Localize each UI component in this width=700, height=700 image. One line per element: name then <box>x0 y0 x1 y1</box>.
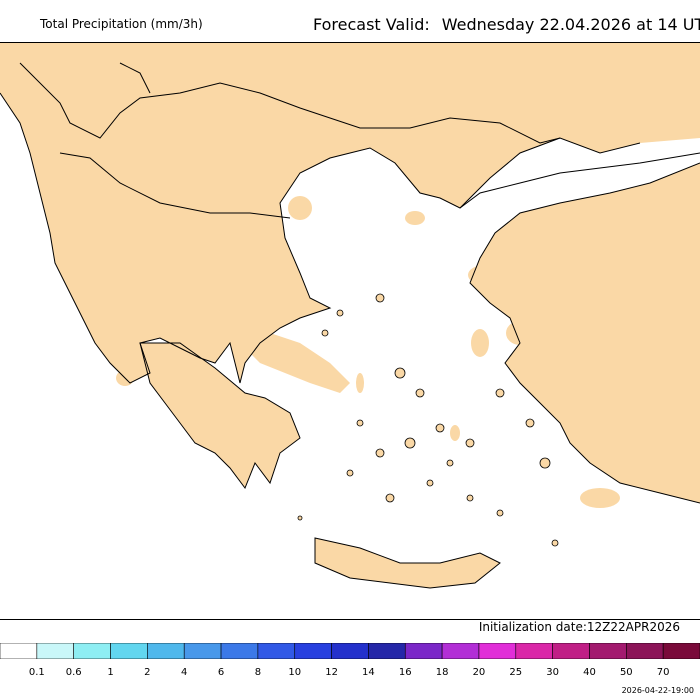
scale-swatch <box>110 643 148 659</box>
scale-swatch <box>257 643 296 659</box>
scale-label: 20 <box>472 667 486 678</box>
scale-swatch <box>294 643 332 659</box>
scale-swatch <box>183 643 222 659</box>
scale-label: 0.6 <box>65 667 82 678</box>
land-areas <box>0 43 700 588</box>
scale-swatch <box>589 643 627 659</box>
product-title: Total Precipitation (mm/3h) <box>40 17 203 31</box>
scale-label: 6 <box>217 667 225 678</box>
scale-swatch <box>441 643 480 659</box>
precipitation-map <box>0 42 700 620</box>
scale-swatch <box>368 643 406 659</box>
scale-label: 12 <box>325 667 338 678</box>
color-scale <box>0 643 700 659</box>
scale-swatch <box>0 643 38 659</box>
aegean-islands <box>297 293 559 547</box>
scale-label: 18 <box>435 667 449 678</box>
scale-swatch <box>73 643 111 659</box>
scale-swatch <box>147 643 185 659</box>
scale-swatch <box>626 643 664 659</box>
scale-label: 70 <box>656 667 670 678</box>
scale-swatch <box>404 643 443 659</box>
scale-label: 8 <box>254 667 262 678</box>
scale-label: 10 <box>288 667 302 678</box>
scale-label: 16 <box>398 667 412 678</box>
forecast-valid-time: Wednesday 22.04.2026 at 14 UTC <box>441 15 700 34</box>
scale-swatch <box>36 643 74 659</box>
borders <box>0 62 700 589</box>
scale-swatch <box>478 643 517 659</box>
scale-swatch <box>515 643 553 659</box>
scale-label: 30 <box>546 667 559 678</box>
render-timestamp: 2026-04-22-19:00 <box>621 686 694 695</box>
scale-swatch <box>220 643 259 659</box>
scale-label: 4 <box>181 667 188 678</box>
scale-swatch <box>552 643 590 659</box>
scale-label: 40 <box>583 667 596 678</box>
forecast-valid-title: Forecast Valid: Wednesday 22.04.2026 at 1… <box>313 15 700 34</box>
scale-label: 25 <box>509 667 523 678</box>
scale-label: 14 <box>362 667 375 678</box>
scale-swatch <box>662 643 700 659</box>
scale-label: 50 <box>619 667 633 678</box>
scale-label: 1 <box>107 667 114 678</box>
scale-label: 0.1 <box>28 667 45 678</box>
scale-swatch <box>331 643 369 659</box>
initialization-date: Initialization date:12Z22APR2026 <box>478 620 680 634</box>
forecast-valid-label: Forecast Valid: <box>313 15 430 34</box>
scale-label: 2 <box>144 667 151 678</box>
